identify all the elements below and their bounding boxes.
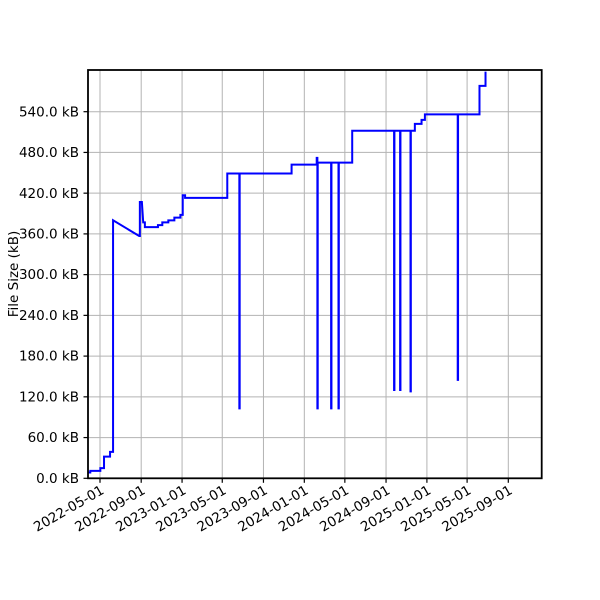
y-axis-label: File Size (kB) — [6, 230, 22, 318]
y-tick-label: 0.0 kB — [36, 471, 79, 487]
y-tick-label: 420.0 kB — [19, 186, 79, 202]
y-tick-label: 300.0 kB — [19, 267, 79, 283]
y-tick-label: 540.0 kB — [19, 104, 79, 120]
y-tick-label: 60.0 kB — [28, 430, 79, 446]
file-size-series-line — [87, 71, 487, 474]
y-tick-label: 240.0 kB — [19, 308, 79, 324]
y-tick-label: 180.0 kB — [19, 349, 79, 365]
y-tick-label: 480.0 kB — [19, 145, 79, 161]
y-tick-label: 360.0 kB — [19, 227, 79, 243]
y-tick-label: 120.0 kB — [19, 389, 79, 405]
